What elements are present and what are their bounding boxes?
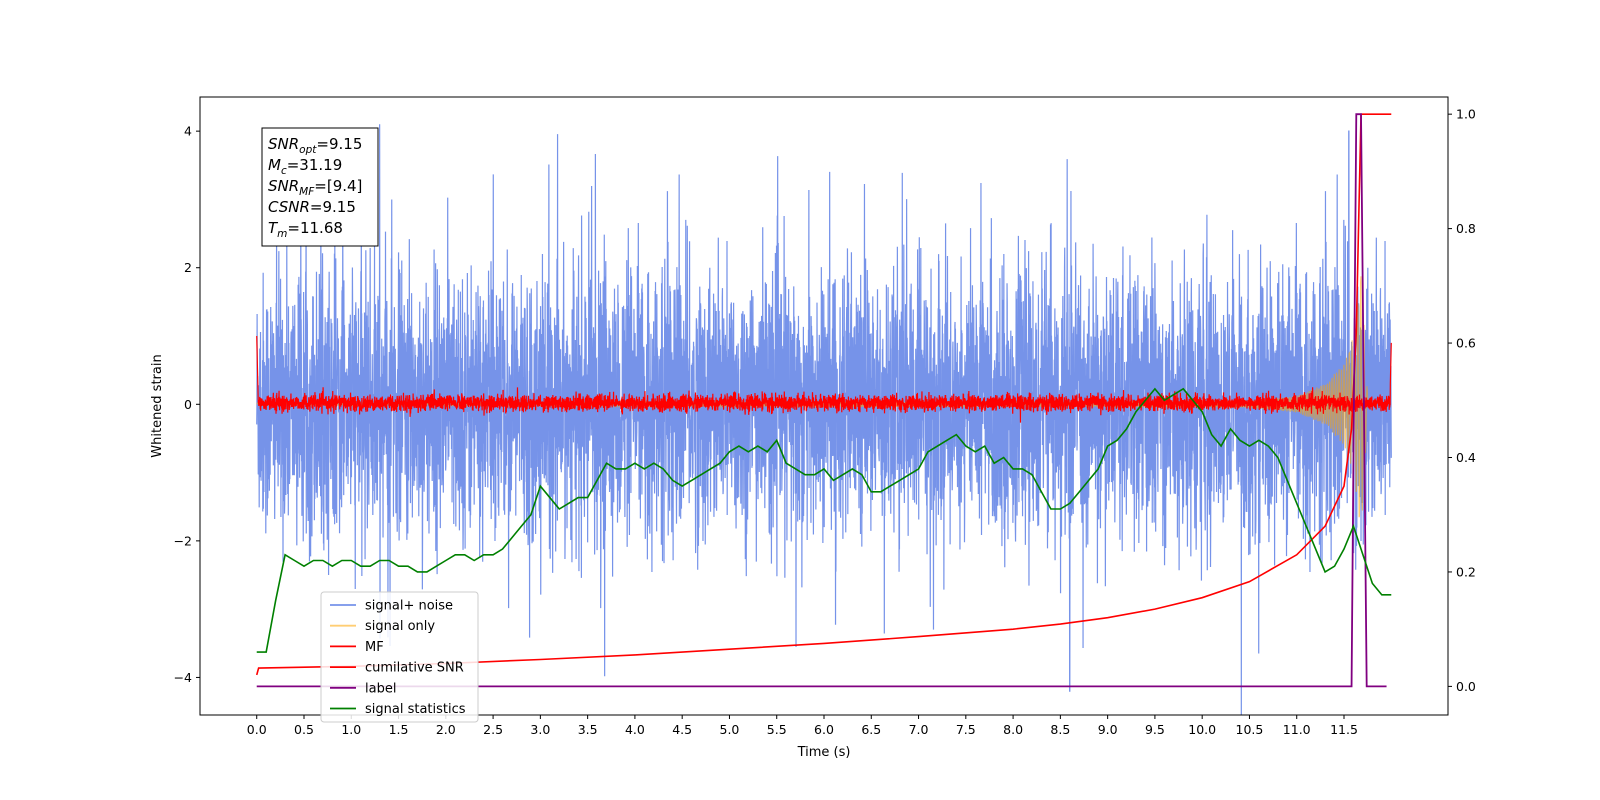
x-tick-label: 3.0 <box>530 722 550 737</box>
x-tick-label: 0.5 <box>294 722 314 737</box>
x-tick-label: 0.0 <box>247 722 267 737</box>
x-tick-label: 10.5 <box>1236 722 1264 737</box>
y-tick-label: 4 <box>184 124 192 139</box>
cumulative-snr-layer <box>255 113 1392 676</box>
x-tick-label: 6.5 <box>861 722 881 737</box>
x-tick-label: 10.0 <box>1188 722 1216 737</box>
x-tick-label: 6.0 <box>814 722 834 737</box>
series-label <box>256 113 1387 688</box>
legend-entry: signal only <box>365 619 435 634</box>
legend-entry: MF <box>365 640 384 655</box>
x-tick-label: 4.5 <box>672 722 692 737</box>
annotation-line: Tm=11.68 <box>268 219 343 240</box>
annotation-line: Mc=31.19 <box>268 156 342 177</box>
x-tick-label: 3.5 <box>578 722 598 737</box>
series-mf <box>256 335 1392 423</box>
x-tick-label: 7.5 <box>956 722 976 737</box>
legend-entry: label <box>365 681 396 696</box>
x-tick-label: 2.5 <box>483 722 503 737</box>
x-tick-label: 5.5 <box>767 722 787 737</box>
y2-tick-label: 0.0 <box>1456 679 1476 694</box>
x-tick-label: 7.0 <box>909 722 929 737</box>
legend-entry: cumilative SNR <box>365 661 464 676</box>
annotation-line: SNRMF=[9.4] <box>268 177 362 198</box>
y-tick-label: 0 <box>184 397 192 412</box>
x-tick-label: 5.0 <box>720 722 740 737</box>
y2-tick-label: 1.0 <box>1456 107 1476 122</box>
x-tick-label: 1.0 <box>341 722 361 737</box>
x-tick-label: 2.0 <box>436 722 456 737</box>
legend: signal+ noise signal only MF cumilative SNR… <box>320 591 479 723</box>
signal-statistics-layer <box>256 387 1392 653</box>
y2-tick-label: 0.8 <box>1456 221 1476 236</box>
plot-area <box>255 113 1392 715</box>
x-tick-label: 8.5 <box>1050 722 1070 737</box>
label-layer <box>256 113 1387 688</box>
y2-tick-label: 0.4 <box>1456 450 1476 465</box>
x-tick-label: 4.0 <box>625 722 645 737</box>
x-tick-label: 8.0 <box>1003 722 1023 737</box>
x-tick-label: 11.5 <box>1330 722 1358 737</box>
y-tick-label: −2 <box>174 533 192 548</box>
mf-layer <box>256 335 1392 423</box>
series-cumulative-snr <box>255 113 1392 676</box>
x-tick-label: 1.5 <box>389 722 409 737</box>
legend-entry: signal+ noise <box>365 599 453 614</box>
annotation-line: SNRopt=9.15 <box>268 135 362 156</box>
x-tick-label: 9.0 <box>1098 722 1118 737</box>
y-axis-label: Whitened strain <box>150 354 165 457</box>
series-signal-statistics <box>256 387 1392 653</box>
annotation-line: CSNR=9.15 <box>268 198 356 216</box>
y-axis-right: 0.0 0.2 0.4 0.6 0.8 1.0 <box>1448 107 1476 694</box>
x-axis-label: Time (s) <box>797 745 851 760</box>
legend-entry: signal statistics <box>365 702 466 717</box>
y2-tick-label: 0.2 <box>1456 564 1476 579</box>
x-tick-label: 11.0 <box>1283 722 1311 737</box>
x-axis: 0.0 0.5 1.0 1.5 2.0 2.5 3.0 3.5 4.0 4.5 5.0 5.5 6.0 6… <box>247 715 1358 737</box>
y-tick-label: 2 <box>184 260 192 275</box>
y2-tick-label: 0.6 <box>1456 336 1476 351</box>
y-tick-label: −4 <box>174 670 192 685</box>
y-axis-left: −4 −2 0 2 4 <box>174 124 200 685</box>
x-tick-label: 9.5 <box>1145 722 1165 737</box>
